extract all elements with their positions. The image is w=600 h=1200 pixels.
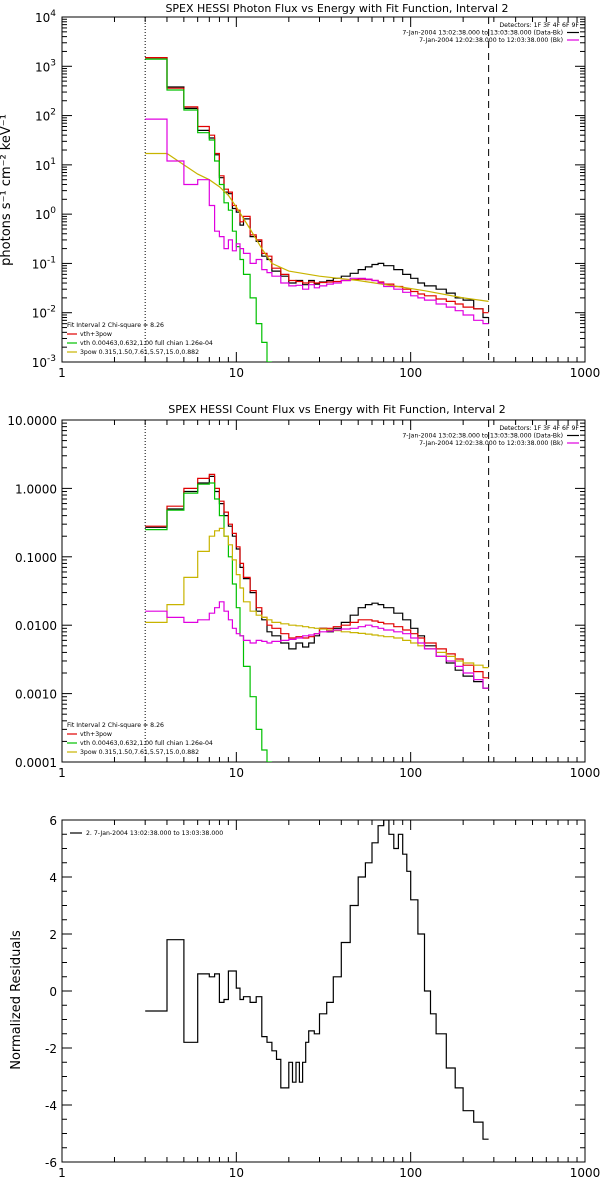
legend-entry-topleft: 2. 7-Jan-2004 13:02:38.000 to 13:03:38.0…	[86, 830, 223, 837]
y-tick-label: 10-1	[32, 255, 56, 271]
y-tick-label: 103	[35, 58, 56, 74]
y-tick-label-base: 10	[35, 208, 50, 222]
y-tick-label: 6	[49, 814, 57, 828]
legend-entry-topright: 7-Jan-2004 13:02:38.000 to 13:03:38.000 …	[402, 433, 563, 440]
residuals-plot-area: 1 10 100 1000 -6 -4 -2 0 2 4 6 2. 7-Jan-2004 13:02:…	[45, 814, 600, 1180]
legend-entry-topright: 7-Jan-2004 13:02:38.000 to 13:03:38.000 …	[402, 30, 563, 37]
y-tick-label: 102	[35, 108, 56, 124]
y-tick-label-base: 10	[32, 257, 47, 271]
plot-frame	[61, 419, 586, 763]
series-line-0	[145, 820, 489, 1140]
y-tick-label-exponent: 4	[50, 9, 56, 19]
series-line-4	[145, 601, 489, 689]
x-tick-label: 10	[229, 766, 244, 780]
residuals-panel: Normalized Residuals 1 10 100 1000 -6 -4 -2 0 2 4…	[9, 814, 600, 1180]
y-tick-label-exponent: 2	[50, 108, 56, 118]
y-tick-label-base: 10	[35, 60, 50, 74]
series-line-0	[145, 57, 489, 319]
y-tick-label-exponent: 0	[50, 206, 56, 216]
x-tick-label: 1	[58, 1166, 66, 1180]
y-tick-label: -6	[45, 1156, 57, 1170]
legend-entry-topright: Detectors: 1F 3F 4F 6F 9F	[499, 22, 579, 29]
legend-entry-bottomleft: Fit Interval 2 Chi-square = 8.26	[67, 722, 164, 729]
y-tick-label-base: 10	[32, 307, 47, 321]
residuals-y-axis-label: Normalized Residuals	[9, 930, 24, 1070]
series-line-4	[145, 118, 489, 325]
series-line-2	[145, 58, 272, 362]
legend-entry-bottomleft: vth 0.00463,0.632,1.00 full chian 1.26e-…	[80, 340, 213, 347]
legend-entry-bottomleft: 3pow 0.315,1.50,7.61,5.57,15.0,0.882	[80, 349, 199, 356]
y-tick-label-base: 10	[35, 159, 50, 173]
y-tick-label-exponent: -2	[47, 305, 56, 315]
y-tick-label-exponent: -1	[47, 255, 56, 265]
y-tick-label-exponent: 3	[50, 58, 56, 68]
y-tick-label-exponent: -3	[47, 354, 56, 364]
legend-entry-bottomleft: vth 0.00463,0.632,1.00 full chian 1.26e-…	[80, 740, 213, 747]
plot-frame	[61, 16, 586, 363]
photon-chart-title: SPEX HESSI Photon Flux vs Energy with Fi…	[165, 2, 508, 15]
legend-entry-bottomleft: Fit Interval 2 Chi-square = 8.26	[67, 322, 164, 329]
x-tick-label: 1	[58, 366, 66, 380]
y-tick-label: 10.0000	[7, 414, 57, 428]
y-tick-label: 4	[49, 871, 57, 885]
plot-frame	[61, 819, 586, 1163]
y-tick-label-exponent: 1	[50, 157, 56, 167]
x-tick-label: 1000	[570, 366, 600, 380]
photon-flux-panel: SPEX HESSI Photon Flux vs Energy with Fi…	[0, 2, 600, 380]
y-tick-label: 0.0100	[15, 619, 57, 633]
series-line-1	[145, 57, 489, 314]
legend-entry-bottomleft: vth+3pow	[80, 331, 112, 338]
legend-entry-topright: 7-Jan-2004 12:02:38.000 to 12:03:38.000 …	[419, 440, 563, 447]
x-tick-label: 1	[58, 766, 66, 780]
x-tick-label: 100	[399, 1166, 422, 1180]
legend-entry-topright: 7-Jan-2004 12:02:38.000 to 12:03:38.000 …	[419, 37, 563, 44]
legend-entry-topright: Detectors: 1F 3F 4F 6F 9F	[499, 425, 579, 432]
y-tick-label: 104	[35, 9, 56, 25]
y-tick-label: -4	[45, 1099, 57, 1113]
series-line-1	[145, 473, 489, 679]
series-line-3	[145, 527, 489, 669]
y-tick-label: 0.0001	[15, 756, 57, 770]
y-tick-label: 101	[35, 157, 56, 173]
y-tick-label: 0.1000	[15, 551, 57, 565]
y-tick-label-base: 10	[35, 11, 50, 25]
x-tick-label: 1000	[570, 766, 600, 780]
legend-entry-bottomleft: vth+3pow	[80, 731, 112, 738]
count-flux-panel: SPEX HESSI Count Flux vs Energy with Fit…	[7, 403, 600, 780]
y-tick-label: 10-2	[32, 305, 56, 321]
photon-plot-area: 1 10 100 100010-310-210-1100101102103104Det…	[32, 9, 600, 380]
count-plot-area: 1 10 100 1000 0.0001 0.0010 0.0100 0.1000 1.0000…	[7, 414, 600, 780]
x-tick-label: 10	[229, 366, 244, 380]
y-tick-label: 2	[49, 928, 57, 942]
y-tick-label-base: 10	[32, 356, 47, 370]
x-tick-label: 10	[229, 1166, 244, 1180]
y-tick-label: 1.0000	[15, 482, 57, 496]
x-tick-label: 1000	[570, 1166, 600, 1180]
x-tick-label: 100	[399, 366, 422, 380]
photon-y-axis-label: photons s⁻¹ cm⁻² keV⁻¹	[0, 114, 14, 266]
count-chart-title: SPEX HESSI Count Flux vs Energy with Fit…	[168, 403, 505, 416]
series-line-3	[145, 152, 489, 302]
y-tick-label: 100	[35, 206, 56, 222]
y-tick-label: 10-3	[32, 354, 56, 370]
y-tick-label-base: 10	[35, 110, 50, 124]
y-tick-label: 0.0010	[15, 688, 57, 702]
legend-entry-bottomleft: 3pow 0.315,1.50,7.61,5.57,15.0,0.882	[80, 749, 199, 756]
y-tick-label: -2	[45, 1042, 57, 1056]
x-tick-label: 100	[399, 766, 422, 780]
y-tick-label: 0	[49, 985, 57, 999]
